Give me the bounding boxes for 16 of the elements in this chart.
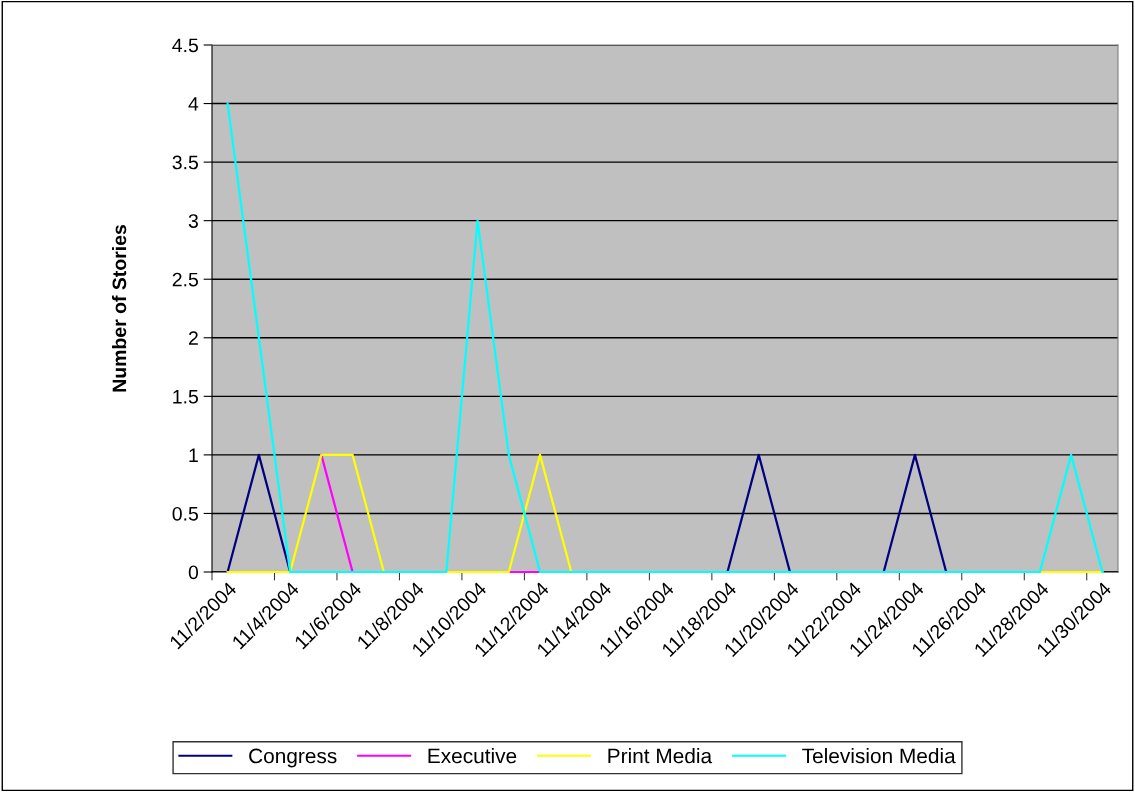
- y-tick-label: 1: [189, 448, 198, 462]
- legend-label: Congress: [249, 748, 337, 768]
- legend-label: Print Media: [608, 747, 713, 764]
- legend-label: Executive: [428, 747, 517, 764]
- y-tick-label: 4: [188, 97, 199, 111]
- legend-label: Television Media: [802, 747, 956, 764]
- y-tick-label: 2: [188, 331, 198, 345]
- y-axis-title: Number of Stories: [111, 225, 127, 392]
- y-tick-label: 3: [188, 214, 198, 228]
- y-tick-label: 0.5: [172, 506, 198, 521]
- y-tick-label: 1.5: [173, 390, 198, 404]
- y-tick-label: 3.5: [172, 155, 198, 170]
- y-tick-label: 4.5: [172, 38, 198, 53]
- y-tick-label: 0: [188, 565, 199, 580]
- y-tick-label: 2.5: [172, 272, 198, 287]
- line-series: [226, 102, 1104, 574]
